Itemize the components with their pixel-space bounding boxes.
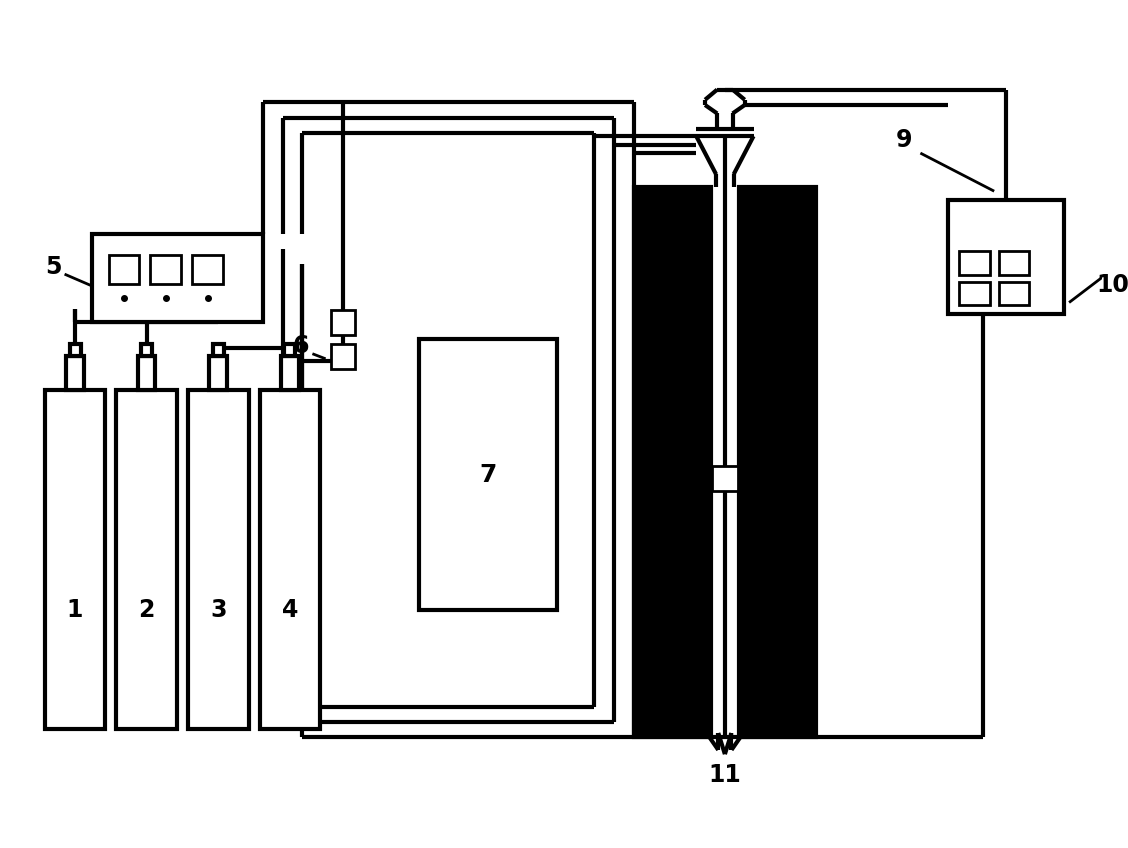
Bar (998, 282, 1030, 305)
Text: 9: 9 (896, 128, 913, 153)
Bar (141, 343, 152, 356)
Bar (959, 251, 989, 275)
Text: 4: 4 (282, 598, 298, 622)
Bar (67, 356, 83, 390)
Bar (712, 466, 738, 491)
Bar (210, 356, 227, 390)
Bar (150, 254, 182, 284)
Bar (420, 339, 557, 611)
Text: 7: 7 (479, 463, 496, 487)
Text: 1: 1 (67, 598, 83, 622)
Bar (281, 356, 299, 390)
Bar (188, 390, 248, 728)
Bar (213, 343, 223, 356)
Bar (70, 343, 80, 356)
Bar (332, 343, 355, 369)
Bar (138, 356, 156, 390)
Bar (959, 282, 989, 305)
Bar (92, 233, 263, 322)
Text: 8: 8 (682, 469, 697, 488)
Bar (332, 310, 355, 335)
Bar (45, 390, 105, 728)
Bar (634, 187, 711, 737)
Bar (259, 390, 320, 728)
Bar (193, 254, 223, 284)
Bar (716, 187, 733, 737)
Text: 5: 5 (45, 255, 62, 279)
Bar (948, 199, 1064, 314)
Text: 6: 6 (292, 334, 309, 358)
Text: 11: 11 (708, 763, 741, 787)
Bar (998, 251, 1030, 275)
Text: 3: 3 (210, 598, 227, 622)
Bar (108, 254, 140, 284)
Bar (739, 187, 816, 737)
Text: 10: 10 (1096, 273, 1128, 298)
Text: 2: 2 (139, 598, 155, 622)
Bar (116, 390, 177, 728)
Bar (284, 343, 296, 356)
